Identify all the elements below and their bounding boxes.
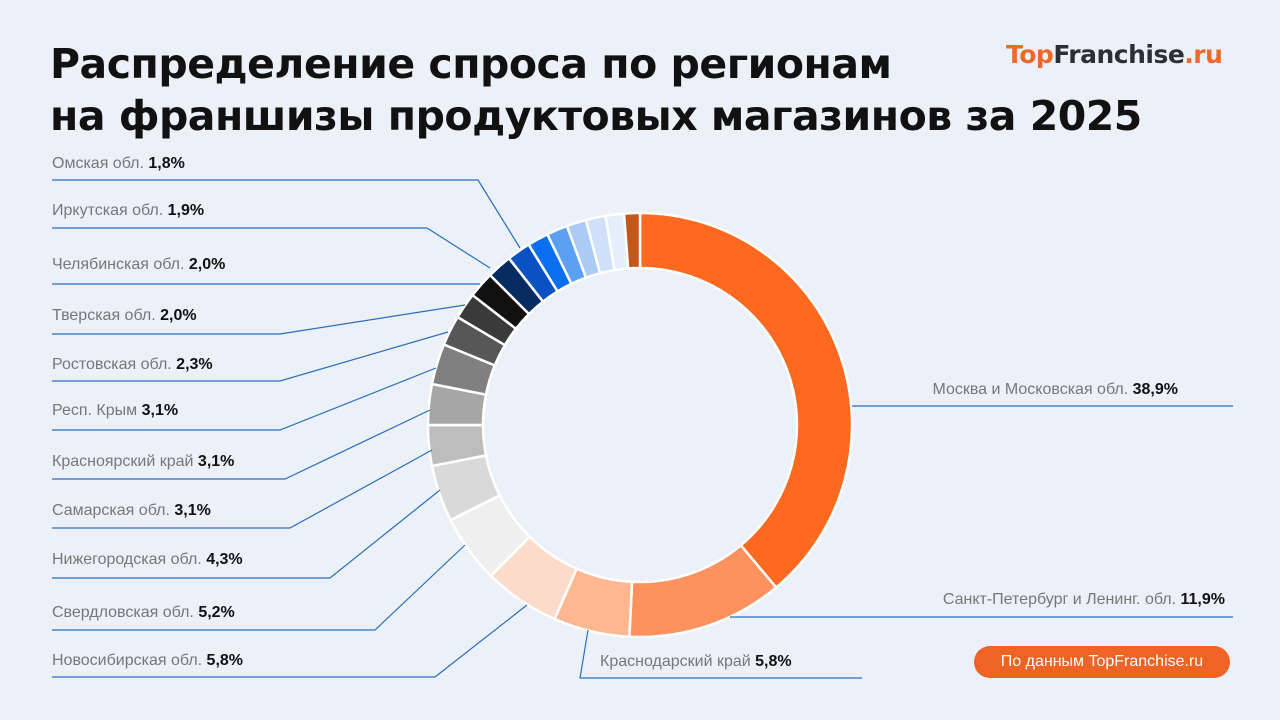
topfranchise-logo[interactable]: TopFranchise.ru — [1006, 40, 1223, 69]
slice-label: Новосибирская обл. 5,8% — [52, 652, 243, 670]
slice-label: Самарская обл. 3,1% — [52, 502, 211, 520]
slice-label-value: 5,2% — [198, 604, 235, 621]
leader-line — [52, 604, 528, 678]
slice-label: Иркутская обл. 1,9% — [52, 202, 204, 220]
slice-label-value: 2,0% — [188, 256, 226, 273]
title-line-2: на франшизы продуктовых магазинов за 202… — [50, 92, 1142, 140]
slice-label-value: 2,0% — [160, 307, 197, 324]
slice-0 — [638, 211, 854, 590]
slice-label-name: Красноярский край — [52, 453, 198, 470]
leader-line — [52, 449, 433, 529]
slice-label: Краснодарский край 5,8% — [600, 653, 792, 671]
slice-label-value: 11,9% — [1180, 591, 1225, 608]
leader-line — [52, 544, 466, 631]
slice-label-value: 1,8% — [148, 155, 185, 172]
slice-label-name: Респ. Крым — [52, 402, 142, 419]
leader-line — [52, 179, 521, 249]
slice-label-value: 4,3% — [206, 551, 243, 568]
slice-label: Нижегородская обл. 4,3% — [52, 551, 243, 569]
slice-label-name: Тверская обл. — [52, 307, 161, 324]
leader-line — [52, 489, 441, 579]
slice-label-name: Самарская обл. — [52, 502, 175, 519]
leader-line — [52, 304, 466, 335]
leader-line — [52, 409, 431, 480]
leader-line — [52, 367, 437, 431]
slice-label: Свердловская обл. 5,2% — [52, 604, 235, 622]
slice-label: Тверская обл. 2,0% — [52, 307, 197, 325]
slice-label-name: Москва и Московская обл. — [932, 381, 1133, 398]
slice-label: Ростовская обл. 2,3% — [52, 356, 213, 374]
slice-label-name: Краснодарский край — [600, 653, 756, 670]
slice-label: Красноярский край 3,1% — [52, 453, 234, 471]
slice-label: Челябинская обл. 2,0% — [52, 256, 225, 274]
slice-label: Москва и Московская обл. 38,9% — [932, 381, 1178, 399]
logo-part: .ru — [1184, 40, 1223, 69]
slice-label: Респ. Крым 3,1% — [52, 402, 178, 420]
slice-label-name: Ростовская обл. — [52, 356, 177, 373]
slice-label-name: Иркутская обл. — [52, 202, 168, 219]
logo-part: Franchise — [1053, 40, 1185, 69]
chart-title: Распределение спроса по регионам на фран… — [50, 38, 1142, 142]
logo-part: Top — [1006, 40, 1054, 69]
slice-label-value: 3,1% — [197, 453, 235, 470]
slice-label-name: Нижегородская обл. — [52, 551, 207, 568]
slice-label-value: 5,8% — [206, 652, 244, 669]
slice-label-value: 3,1% — [174, 502, 211, 519]
slice-label-value: 38,9% — [1132, 381, 1178, 398]
slice-label-name: Свердловская обл. — [52, 604, 199, 621]
slice-label-name: Новосибирская обл. — [52, 652, 207, 669]
leader-line — [52, 331, 449, 382]
title-line-1: Распределение спроса по регионам — [50, 40, 892, 88]
slice-19 — [622, 211, 642, 270]
slice-label: Омская обл. 1,8% — [52, 155, 185, 173]
slice-label-value: 3,1% — [141, 402, 179, 419]
slice-label-name: Санкт-Петербург и Ленинг. обл. — [942, 591, 1181, 608]
leader-line — [52, 227, 491, 269]
slice-label-name: Омская обл. — [52, 155, 149, 172]
slice-label-value: 1,9% — [167, 202, 205, 219]
slice-label-value: 5,8% — [755, 653, 792, 670]
slice-label: Санкт-Петербург и Ленинг. обл. 11,9% — [943, 591, 1225, 609]
slice-label-name: Челябинская обл. — [52, 256, 189, 273]
slice-label-value: 2,3% — [176, 356, 213, 373]
source-badge[interactable]: По данным TopFranchise.ru — [974, 646, 1230, 678]
leader-line — [579, 629, 862, 679]
